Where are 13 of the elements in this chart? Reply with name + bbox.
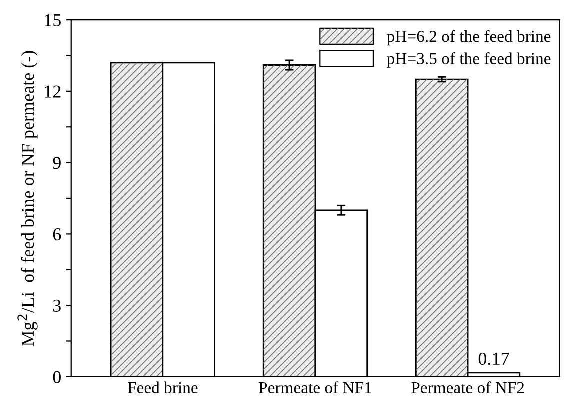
y-tick-label: 0 (53, 371, 61, 384)
y-tick-label: 3 (53, 300, 61, 312)
data-label: 0.17 (478, 352, 510, 366)
y-tick-label: 6 (53, 228, 62, 241)
y-tick-label: 9 (53, 157, 61, 170)
x-tick-label: Permeate of NF1 (259, 382, 372, 394)
legend-label: pH=6.2 of the feed brine (387, 30, 551, 46)
x-tick-label: Feed brine (128, 382, 198, 394)
y-tick-label: 15 (45, 14, 61, 26)
legend-label: pH=3.5 of the feed brine (387, 52, 551, 68)
y-axis-title: Mg$^{2}$/Li of feed brine or NF permeate (-) (18, 51, 38, 346)
y-tick-label: 12 (45, 86, 61, 98)
x-tick-label: Permeate of NF2 (412, 382, 524, 394)
